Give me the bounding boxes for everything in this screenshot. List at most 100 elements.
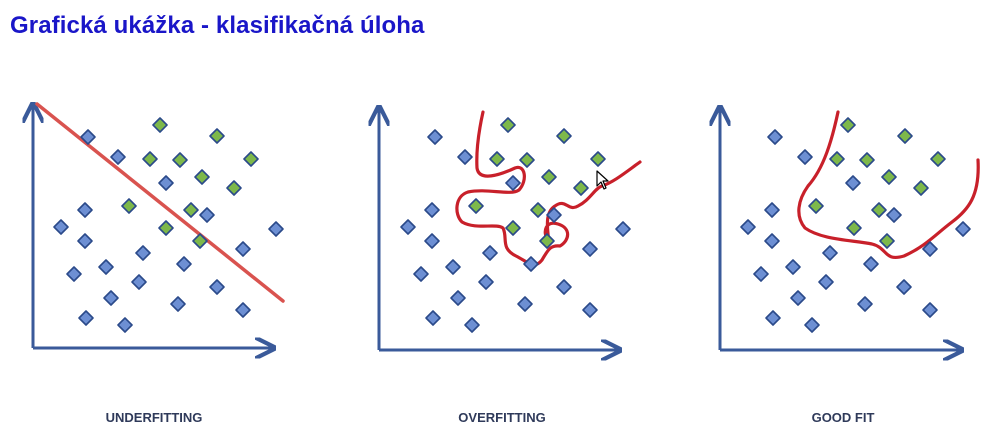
blue-class-point — [523, 256, 539, 272]
blue-class-point — [427, 129, 443, 145]
blue-class-point — [425, 310, 441, 326]
goodfit-points — [740, 117, 971, 333]
green-class-point — [881, 169, 897, 185]
blue-class-point — [176, 256, 192, 272]
blue-class-point — [804, 317, 820, 333]
blue-class-point — [464, 317, 480, 333]
green-class-point — [590, 151, 606, 167]
blue-class-point — [753, 266, 769, 282]
blue-class-point — [765, 310, 781, 326]
blue-class-point — [209, 279, 225, 295]
green-class-point — [243, 151, 259, 167]
blue-class-point — [482, 245, 498, 261]
blue-class-point — [822, 245, 838, 261]
blue-class-point — [457, 149, 473, 165]
green-class-point — [840, 117, 856, 133]
blue-class-point — [922, 241, 938, 257]
blue-class-point — [445, 259, 461, 275]
goodfit-axes — [720, 109, 960, 350]
blue-class-point — [66, 266, 82, 282]
blue-class-point — [764, 233, 780, 249]
blue-class-point — [556, 279, 572, 295]
mouse-cursor-icon — [596, 170, 610, 195]
green-class-point — [539, 233, 555, 249]
blue-class-point — [413, 266, 429, 282]
underfitting-axes — [33, 106, 272, 348]
blue-class-point — [896, 279, 912, 295]
green-class-point — [468, 198, 484, 214]
blue-class-point — [235, 241, 251, 257]
blue-class-point — [117, 317, 133, 333]
green-class-point — [489, 151, 505, 167]
blue-class-point — [505, 175, 521, 191]
overfitting-axes — [379, 109, 618, 350]
green-class-point — [556, 128, 572, 144]
blue-class-point — [922, 302, 938, 318]
caption-goodfit: GOOD FIT — [811, 410, 875, 425]
green-class-point — [829, 151, 845, 167]
blue-class-point — [235, 302, 251, 318]
blue-class-point — [131, 274, 147, 290]
green-class-point — [930, 151, 946, 167]
blue-class-point — [77, 202, 93, 218]
blue-class-point — [764, 202, 780, 218]
blue-class-point — [517, 296, 533, 312]
overfitting-points — [400, 117, 631, 333]
green-class-point — [121, 198, 137, 214]
underfitting-boundary-line — [35, 102, 285, 303]
blue-class-point — [955, 221, 971, 237]
page-title: Grafická ukážka - klasifikačná úloha — [10, 12, 425, 39]
blue-class-point — [790, 290, 806, 306]
blue-class-point — [78, 310, 94, 326]
blue-class-point — [199, 207, 215, 223]
green-class-point — [209, 128, 225, 144]
green-class-point — [530, 202, 546, 218]
blue-class-point — [80, 129, 96, 145]
green-class-point — [541, 169, 557, 185]
green-class-point — [172, 152, 188, 168]
blue-class-point — [77, 233, 93, 249]
blue-class-point — [857, 296, 873, 312]
blue-class-point — [98, 259, 114, 275]
blue-class-point — [135, 245, 151, 261]
blue-class-point — [767, 129, 783, 145]
caption-underfitting: UNDERFITTING — [105, 410, 203, 425]
green-class-point — [573, 180, 589, 196]
blue-class-point — [740, 219, 756, 235]
blue-class-point — [785, 259, 801, 275]
goodfit-boundary-curve — [797, 110, 980, 259]
green-class-point — [142, 151, 158, 167]
green-class-point — [194, 169, 210, 185]
blue-class-point — [886, 207, 902, 223]
blue-class-point — [424, 202, 440, 218]
green-class-point — [519, 152, 535, 168]
green-class-point — [879, 233, 895, 249]
blue-class-point — [170, 296, 186, 312]
blue-class-point — [103, 290, 119, 306]
caption-overfitting: OVERFITTING — [458, 410, 546, 425]
blue-class-point — [582, 241, 598, 257]
blue-class-point — [478, 274, 494, 290]
green-class-point — [505, 220, 521, 236]
blue-class-point — [797, 149, 813, 165]
green-class-point — [846, 220, 862, 236]
blue-class-point — [158, 175, 174, 191]
blue-class-point — [400, 219, 416, 235]
blue-class-point — [110, 149, 126, 165]
green-class-point — [158, 220, 174, 236]
green-class-point — [500, 117, 516, 133]
green-class-point — [808, 198, 824, 214]
blue-class-point — [818, 274, 834, 290]
blue-class-point — [845, 175, 861, 191]
blue-class-point — [53, 219, 69, 235]
blue-class-point — [863, 256, 879, 272]
underfitting-points — [53, 117, 284, 333]
blue-class-point — [450, 290, 466, 306]
green-class-point — [871, 202, 887, 218]
blue-class-point — [582, 302, 598, 318]
blue-class-point — [268, 221, 284, 237]
blue-class-point — [424, 233, 440, 249]
green-class-point — [226, 180, 242, 196]
green-class-point — [859, 152, 875, 168]
